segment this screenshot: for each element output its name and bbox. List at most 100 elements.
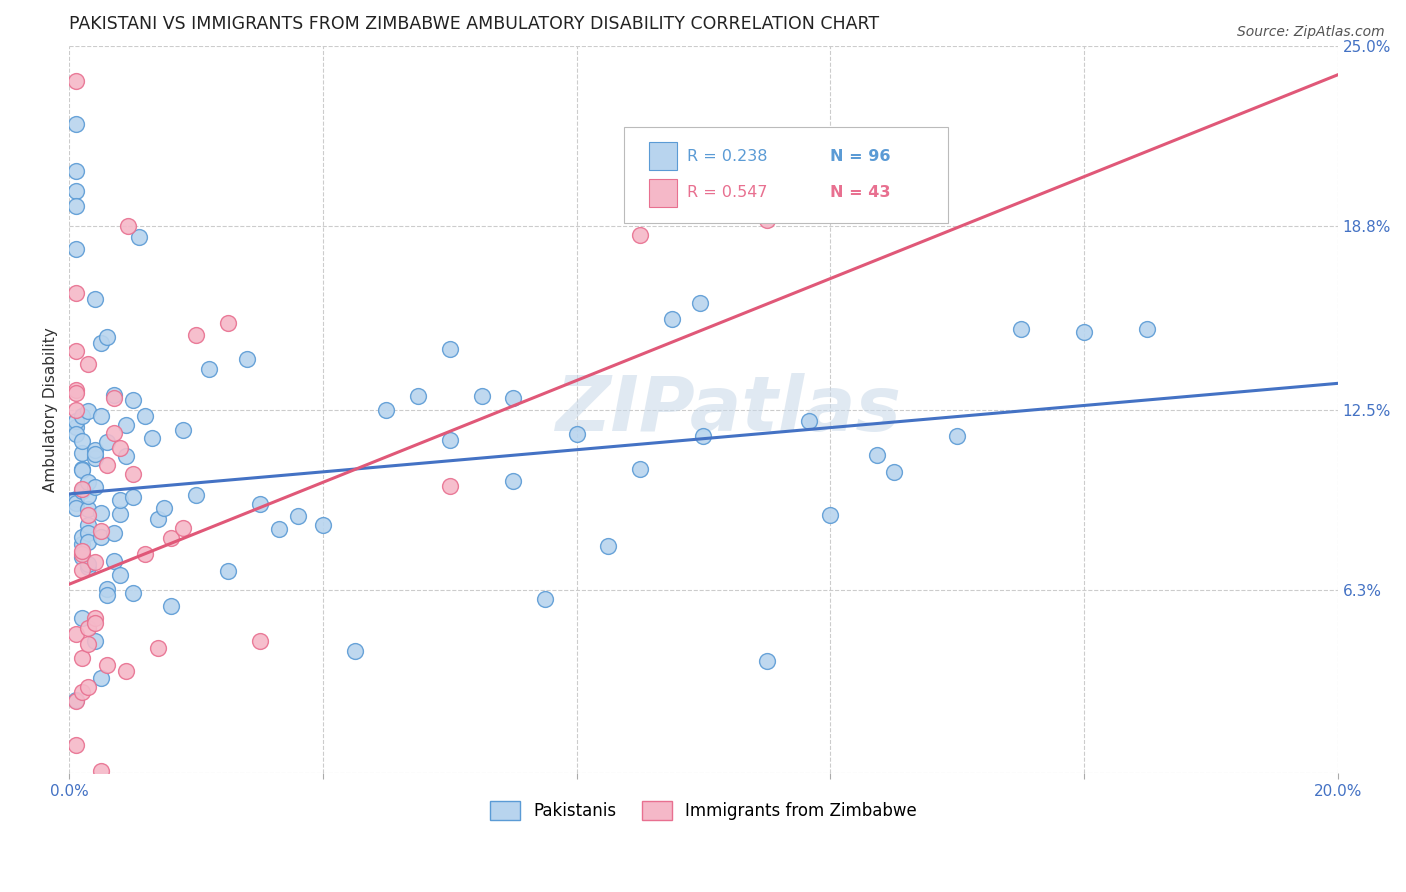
Point [83, 442, 105, 457]
Point [121, 393, 143, 408]
Point [65, 693, 87, 707]
Point [159, 599, 181, 614]
Point [820, 508, 842, 522]
Point [217, 564, 239, 578]
Point [108, 492, 131, 507]
Point [65, 492, 87, 507]
Point [249, 633, 271, 648]
Point [83, 633, 105, 648]
FancyBboxPatch shape [650, 143, 676, 170]
Point [77, 508, 100, 523]
Point [1010, 322, 1032, 336]
Point [96, 582, 118, 596]
Point [90, 764, 112, 778]
Point [83, 555, 105, 569]
Point [799, 414, 821, 428]
Point [70, 651, 93, 665]
Point [65, 496, 87, 510]
Point [565, 426, 588, 441]
Point [755, 213, 778, 227]
Text: R = 0.238: R = 0.238 [688, 149, 768, 164]
Point [197, 362, 219, 376]
Point [65, 383, 87, 397]
Point [755, 654, 778, 668]
Point [70, 544, 93, 558]
Point [70, 446, 93, 460]
Point [108, 442, 131, 456]
Text: ZIPatlas: ZIPatlas [555, 373, 901, 447]
Point [689, 296, 711, 310]
Point [65, 414, 87, 428]
FancyBboxPatch shape [650, 179, 676, 207]
Point [184, 488, 207, 502]
Point [83, 450, 105, 465]
Point [661, 312, 683, 326]
Point [375, 403, 398, 417]
Legend: Pakistanis, Immigrants from Zimbabwe: Pakistanis, Immigrants from Zimbabwe [484, 795, 924, 827]
Point [121, 586, 143, 600]
Point [96, 588, 118, 602]
Point [103, 554, 125, 568]
Point [103, 526, 125, 541]
Point [65, 694, 87, 708]
Point [502, 391, 524, 405]
Point [77, 560, 100, 574]
Y-axis label: Ambulatory Disability: Ambulatory Disability [44, 327, 58, 491]
Point [115, 449, 138, 463]
Point [946, 429, 969, 443]
Point [312, 518, 335, 533]
Point [65, 738, 87, 752]
Point [141, 431, 163, 445]
Point [70, 685, 93, 699]
Point [502, 474, 524, 488]
Point [83, 616, 105, 631]
Point [70, 483, 93, 498]
Point [77, 517, 100, 532]
Point [96, 329, 118, 343]
Text: Source: ZipAtlas.com: Source: ZipAtlas.com [1237, 25, 1385, 39]
Point [65, 243, 87, 257]
Point [70, 482, 93, 496]
Text: N = 43: N = 43 [831, 186, 891, 200]
Point [77, 501, 100, 516]
Point [172, 521, 194, 535]
Point [65, 385, 87, 400]
Point [90, 524, 112, 538]
Point [70, 434, 93, 449]
Point [77, 636, 100, 650]
Point [103, 426, 125, 441]
Point [115, 664, 138, 678]
Point [287, 509, 309, 524]
Point [406, 389, 429, 403]
Point [90, 530, 112, 544]
Point [77, 525, 100, 540]
Point [598, 539, 620, 553]
Point [103, 388, 125, 402]
Point [628, 461, 651, 475]
Point [90, 506, 112, 520]
Point [153, 500, 176, 515]
Point [236, 352, 259, 367]
Point [534, 592, 557, 607]
Point [90, 335, 112, 350]
Point [866, 448, 889, 462]
Point [65, 501, 87, 516]
Point [439, 479, 461, 493]
Point [172, 423, 194, 437]
Point [90, 409, 112, 423]
FancyBboxPatch shape [624, 128, 948, 222]
Point [249, 498, 271, 512]
Text: PAKISTANI VS IMMIGRANTS FROM ZIMBABWE AMBULATORY DISABILITY CORRELATION CHART: PAKISTANI VS IMMIGRANTS FROM ZIMBABWE AM… [69, 15, 879, 33]
Point [1073, 326, 1095, 340]
Point [70, 547, 93, 561]
Point [70, 549, 93, 564]
Point [267, 522, 290, 536]
Point [96, 435, 118, 450]
Point [115, 418, 138, 433]
Point [65, 627, 87, 641]
Point [470, 389, 492, 403]
Point [96, 458, 118, 473]
Point [70, 611, 93, 625]
Point [121, 491, 143, 505]
Point [146, 640, 169, 655]
